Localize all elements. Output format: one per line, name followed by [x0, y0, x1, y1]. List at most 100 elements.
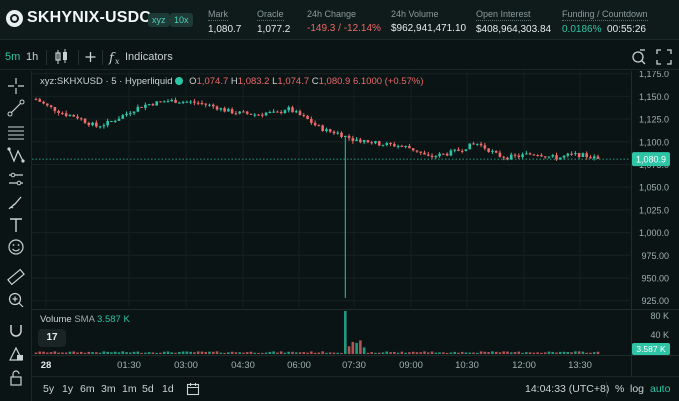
volume-bar: [57, 352, 60, 354]
camera-icon[interactable]: [630, 48, 648, 66]
volume-bar: [151, 352, 155, 354]
time-tick-label: 28: [41, 360, 52, 371]
stat-oracle-label: Oracle: [257, 9, 284, 21]
candle-body: [362, 140, 366, 143]
drawing-toolbar: [0, 71, 32, 401]
volume-bar: [332, 352, 336, 354]
brush-icon[interactable]: [6, 192, 26, 212]
axes: 1,175.01,150.01,125.01,100.01,075.01,050…: [32, 71, 670, 371]
volume-bar: [577, 351, 581, 354]
utc-clock[interactable]: 14:04:33 (UTC+8): [525, 383, 610, 395]
candle-body: [411, 148, 415, 151]
volume-bar: [517, 351, 521, 354]
candle-body: [140, 106, 143, 108]
volume-bar: [42, 351, 45, 354]
lock-drawings-icon[interactable]: [6, 344, 26, 364]
volume-bar: [196, 351, 200, 354]
candlestick-type-icon[interactable]: [53, 48, 71, 66]
volume-bar: [449, 352, 453, 354]
candle-body: [144, 104, 147, 108]
volume-bar: [68, 351, 72, 354]
volume-bar: [506, 351, 509, 354]
volume-bar: [340, 352, 343, 354]
volume-bar: [302, 352, 306, 354]
timeframe-5m[interactable]: 5m: [5, 51, 21, 63]
range-1d[interactable]: 1d: [162, 383, 174, 395]
candle-body: [238, 111, 241, 114]
candle-body: [125, 113, 128, 116]
candle-body: [442, 153, 445, 155]
volume-bar: [38, 351, 42, 354]
legend-change: 6.1000 (+0.57%): [352, 76, 424, 87]
volume-bar: [61, 352, 64, 354]
calendar-icon[interactable]: [186, 382, 200, 396]
range-bar: 5y 1y 6m 3m 1m 5d 1d 14:04:33 (UTC+8) % …: [32, 376, 679, 401]
horizontal-lines-icon[interactable]: [6, 122, 26, 142]
measure-icon[interactable]: [6, 169, 26, 189]
candle-body: [211, 104, 215, 107]
candle-body: [310, 119, 313, 123]
trend-line-icon[interactable]: [6, 98, 26, 118]
time-tick-label: 12:00: [512, 360, 536, 371]
candle-body: [230, 109, 234, 114]
volume-bar: [208, 351, 211, 354]
candle-body: [61, 112, 64, 114]
candle-body: [193, 101, 196, 103]
text-icon[interactable]: [6, 215, 26, 235]
candle-body: [287, 107, 291, 111]
volume-bar: [257, 352, 260, 354]
range-5y[interactable]: 5y: [43, 383, 55, 395]
candle-body: [117, 118, 121, 121]
range-5d[interactable]: 5d: [142, 383, 154, 395]
log-scale-toggle[interactable]: log: [630, 383, 645, 395]
plus-icon[interactable]: [83, 48, 98, 66]
volume-bar: [509, 352, 513, 354]
volume-bar: [396, 352, 400, 354]
candle-body: [558, 157, 562, 160]
volume-bar: [276, 352, 279, 354]
pattern-icon[interactable]: [6, 145, 26, 165]
volume-bar: [185, 351, 189, 354]
volume-bar: [136, 351, 140, 354]
range-1m[interactable]: 1m: [122, 383, 137, 395]
range-1y[interactable]: 1y: [62, 383, 74, 395]
candle-body: [34, 99, 38, 101]
volume-bar: [445, 352, 449, 354]
leverage-tag[interactable]: 10x: [170, 13, 193, 27]
ruler-icon[interactable]: [6, 267, 26, 287]
candle-body: [336, 132, 340, 134]
volume-bar: [113, 351, 117, 354]
zoom-in-icon[interactable]: [6, 290, 26, 310]
candle-body: [374, 141, 377, 144]
svg-text:x: x: [115, 57, 120, 66]
price-chart[interactable]: 1,175.01,150.01,125.01,100.01,075.01,050…: [32, 71, 679, 376]
candle-body: [102, 125, 106, 127]
funding-rate: 0.0186%: [562, 24, 602, 35]
candle-body: [227, 109, 230, 112]
candle-body: [332, 131, 336, 134]
volume-bar: [355, 342, 358, 354]
candle-body: [585, 153, 588, 158]
magnet-icon[interactable]: [6, 321, 26, 341]
emoji-icon[interactable]: [6, 237, 26, 257]
timeframe-1h[interactable]: 1h: [26, 51, 39, 63]
percent-scale-toggle[interactable]: %: [615, 383, 625, 395]
crosshair-icon[interactable]: [6, 76, 26, 96]
range-3m[interactable]: 3m: [101, 383, 116, 395]
tradingview-logo[interactable]: 17: [38, 329, 66, 347]
volume-bar: [178, 351, 181, 354]
symbol-selector[interactable]: SKHYNIX-USDC: [27, 9, 152, 26]
indicators-fx-icon[interactable]: f x: [107, 48, 125, 66]
volume-bar: [72, 351, 76, 354]
volume-bar: [528, 352, 532, 354]
indicators-button[interactable]: Indicators: [125, 51, 173, 63]
volume-bar: [408, 352, 411, 354]
dex-tag: xyz: [148, 13, 170, 27]
fullscreen-icon[interactable]: [655, 48, 673, 66]
range-6m[interactable]: 6m: [80, 383, 95, 395]
candle-body: [64, 113, 68, 117]
volume-bar: [294, 352, 298, 354]
candle-body: [264, 112, 268, 116]
lock-icon[interactable]: [6, 368, 26, 388]
auto-scale-toggle[interactable]: auto: [650, 383, 671, 395]
